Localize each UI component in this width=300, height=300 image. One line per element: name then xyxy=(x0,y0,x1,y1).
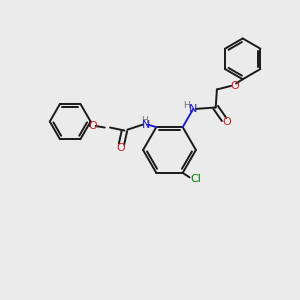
Text: O: O xyxy=(222,118,231,128)
Text: O: O xyxy=(88,121,97,131)
Text: N: N xyxy=(142,119,150,130)
Text: N: N xyxy=(189,104,197,114)
Text: H: H xyxy=(183,101,190,110)
Text: O: O xyxy=(230,81,239,91)
Text: O: O xyxy=(116,142,125,153)
Text: H: H xyxy=(141,116,148,124)
Text: Cl: Cl xyxy=(190,175,201,184)
